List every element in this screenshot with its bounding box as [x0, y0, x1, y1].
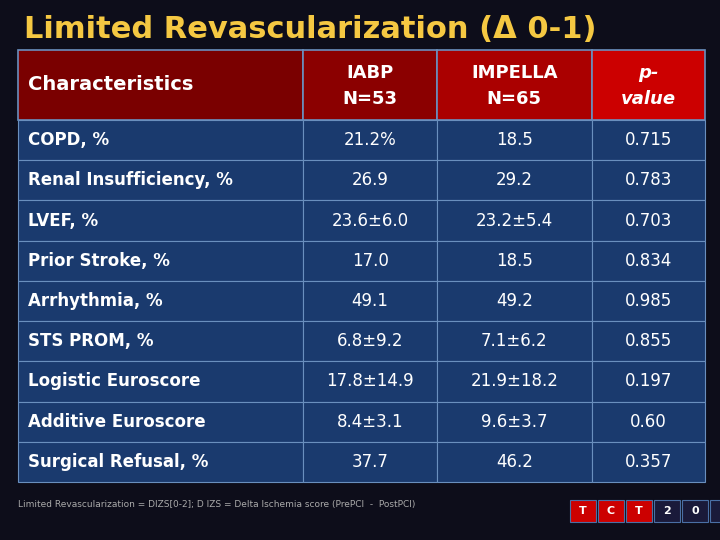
Bar — [592, 361, 705, 402]
Text: STS PROM, %: STS PROM, % — [28, 332, 153, 350]
Text: 37.7: 37.7 — [351, 453, 389, 471]
Bar — [592, 50, 705, 120]
Text: Additive Euroscore: Additive Euroscore — [28, 413, 206, 431]
Bar — [303, 120, 437, 160]
Text: 0.985: 0.985 — [625, 292, 672, 310]
Bar — [437, 361, 592, 402]
Text: 0: 0 — [691, 506, 699, 516]
Text: Logistic Euroscore: Logistic Euroscore — [28, 373, 200, 390]
Bar — [18, 442, 303, 482]
Text: 18.5: 18.5 — [496, 252, 533, 270]
Bar — [592, 442, 705, 482]
Bar — [437, 50, 592, 120]
Bar — [18, 281, 303, 321]
Bar — [18, 241, 303, 281]
Text: 26.9: 26.9 — [351, 171, 389, 190]
Bar — [303, 200, 437, 241]
Text: 0.855: 0.855 — [625, 332, 672, 350]
Bar — [437, 241, 592, 281]
Bar — [18, 50, 303, 120]
Text: 7.1±6.2: 7.1±6.2 — [481, 332, 548, 350]
Text: Surgical Refusal, %: Surgical Refusal, % — [28, 453, 208, 471]
Bar — [592, 402, 705, 442]
Text: 23.2±5.4: 23.2±5.4 — [476, 212, 553, 230]
Text: 17.8±14.9: 17.8±14.9 — [326, 373, 414, 390]
Text: T: T — [579, 506, 587, 516]
Bar — [710, 500, 720, 522]
Text: T: T — [635, 506, 643, 516]
Text: 1: 1 — [719, 506, 720, 516]
Text: Characteristics: Characteristics — [28, 76, 194, 94]
Bar — [303, 321, 437, 361]
Bar — [437, 120, 592, 160]
Text: N=53: N=53 — [343, 90, 397, 108]
Bar — [437, 200, 592, 241]
Bar — [654, 500, 680, 522]
Text: 0.357: 0.357 — [625, 453, 672, 471]
Text: Prior Stroke, %: Prior Stroke, % — [28, 252, 170, 270]
Text: C: C — [607, 506, 615, 516]
Text: 0.60: 0.60 — [630, 413, 667, 431]
Bar — [303, 442, 437, 482]
Text: 46.2: 46.2 — [496, 453, 533, 471]
Text: 17.0: 17.0 — [351, 252, 389, 270]
Text: Arrhythmia, %: Arrhythmia, % — [28, 292, 163, 310]
Bar — [18, 361, 303, 402]
Bar — [437, 321, 592, 361]
Bar — [437, 160, 592, 200]
Text: p-: p- — [638, 64, 659, 82]
Text: Limited Revascularization (Δ 0-1): Limited Revascularization (Δ 0-1) — [24, 16, 596, 44]
Text: 49.1: 49.1 — [351, 292, 389, 310]
Text: 23.6±6.0: 23.6±6.0 — [331, 212, 409, 230]
Text: COPD, %: COPD, % — [28, 131, 109, 149]
Text: N=65: N=65 — [487, 90, 542, 108]
Bar — [18, 160, 303, 200]
Text: 0.834: 0.834 — [625, 252, 672, 270]
Bar — [437, 442, 592, 482]
Text: 18.5: 18.5 — [496, 131, 533, 149]
Text: 6.8±9.2: 6.8±9.2 — [337, 332, 403, 350]
Bar — [570, 500, 596, 522]
Bar — [592, 281, 705, 321]
Bar — [682, 500, 708, 522]
Bar — [592, 160, 705, 200]
Bar — [437, 402, 592, 442]
Text: value: value — [621, 90, 676, 108]
Text: 0.783: 0.783 — [625, 171, 672, 190]
Bar — [592, 200, 705, 241]
Text: Limited Revascularization = DIZS[0-2]; D IZS = Delta Ischemia score (PrePCI  -  : Limited Revascularization = DIZS[0-2]; D… — [18, 501, 415, 510]
Bar — [303, 402, 437, 442]
Bar — [592, 241, 705, 281]
Text: 21.2%: 21.2% — [343, 131, 397, 149]
Bar — [303, 281, 437, 321]
Bar — [303, 361, 437, 402]
Text: 0.703: 0.703 — [625, 212, 672, 230]
Bar — [18, 120, 303, 160]
Bar — [626, 500, 652, 522]
Bar — [18, 200, 303, 241]
Text: IABP: IABP — [346, 64, 394, 82]
Text: IMPELLA: IMPELLA — [471, 64, 557, 82]
Text: Renal Insufficiency, %: Renal Insufficiency, % — [28, 171, 233, 190]
Text: 29.2: 29.2 — [496, 171, 533, 190]
Bar — [18, 321, 303, 361]
Bar — [18, 402, 303, 442]
Text: 0.715: 0.715 — [625, 131, 672, 149]
Bar — [592, 321, 705, 361]
Text: 21.9±18.2: 21.9±18.2 — [470, 373, 558, 390]
Text: 8.4±3.1: 8.4±3.1 — [337, 413, 403, 431]
Bar — [303, 160, 437, 200]
Bar — [598, 500, 624, 522]
Text: LVEF, %: LVEF, % — [28, 212, 98, 230]
Text: 49.2: 49.2 — [496, 292, 533, 310]
Text: 0.197: 0.197 — [625, 373, 672, 390]
Text: 9.6±3.7: 9.6±3.7 — [481, 413, 548, 431]
Bar — [303, 241, 437, 281]
Bar — [592, 120, 705, 160]
Bar — [303, 50, 437, 120]
Text: 2: 2 — [663, 506, 671, 516]
Bar — [437, 281, 592, 321]
